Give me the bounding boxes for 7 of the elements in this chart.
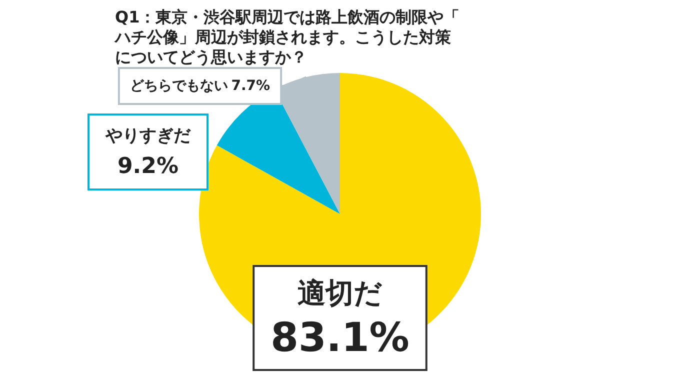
- data-label: 83.1%: [270, 315, 410, 361]
- chart-title: Q1：東京・渋谷駅周辺では路上飲酒の制限や「ハチ公像」周辺が封鎖されます。こうした対策についてどう思いますか？: [114, 8, 460, 66]
- slice-label: どちらでもない: [130, 78, 228, 94]
- slice-label: 適切だ: [298, 276, 382, 310]
- data-label: 7.7%: [231, 78, 270, 94]
- data-label: 9.2%: [117, 154, 179, 179]
- slice-label: やりすぎだ: [104, 126, 192, 146]
